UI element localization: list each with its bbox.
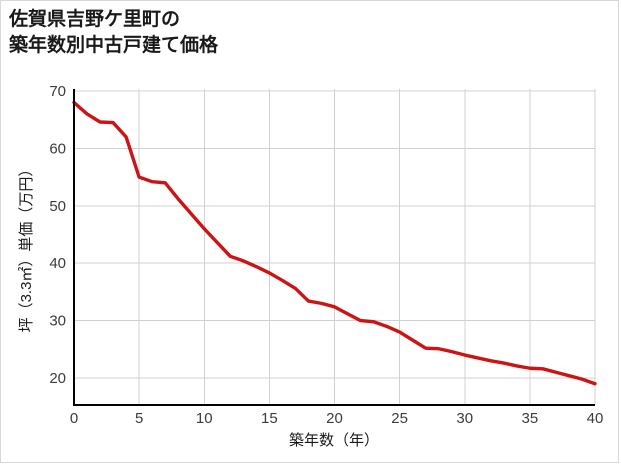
x-tick-label: 5 [135,410,143,427]
x-tick-label: 10 [196,410,213,427]
y-tick-label: 30 [49,313,66,330]
price-line-series [72,100,597,386]
x-tick-label: 20 [326,410,343,427]
chart-title: 佐賀県吉野ケ里町の 築年数別中古戸建て価格 [9,7,218,59]
y-tick-label: 60 [49,140,66,157]
x-axis-title: 築年数（年） [289,431,379,449]
y-tick-label: 20 [49,370,66,387]
y-tick-labels-group: 20 30 40 50 60 70 [49,83,66,387]
x-tick-label: 0 [70,410,78,427]
x-tick-label: 35 [522,410,539,427]
x-tick-label: 40 [587,410,604,427]
x-tick-labels-group: 0 5 10 15 20 25 30 35 40 [70,410,604,427]
chart-title-line-2: 築年数別中古戸建て価格 [9,35,219,56]
y-tick-label: 50 [49,198,66,215]
y-tick-label: 70 [49,83,66,100]
x-tick-label: 25 [391,410,408,427]
x-tick-label: 30 [456,410,473,427]
x-gridlines-group [138,89,596,405]
y-tick-label: 40 [49,255,66,272]
x-tick-label: 15 [261,410,278,427]
chart-title-line-1: 佐賀県吉野ケ里町の [9,9,181,30]
y-axis-title: 坪（3.3㎡）単価（万円） [18,162,35,333]
